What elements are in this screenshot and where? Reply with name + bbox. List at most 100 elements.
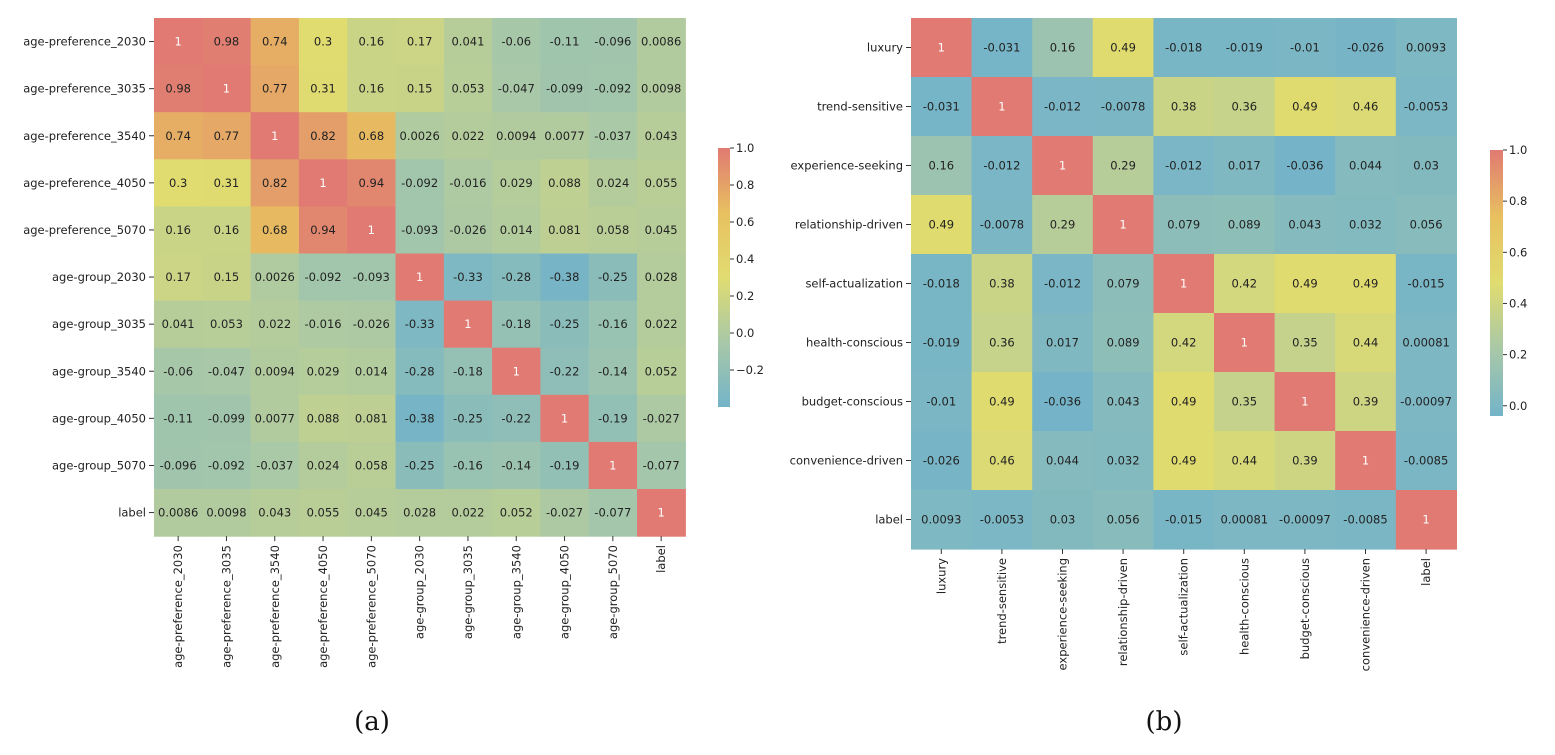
cell-value-label: 0.3 (314, 35, 332, 49)
heatmap-cell (395, 441, 445, 490)
cell-value-label: 0.39 (1292, 454, 1318, 468)
heatmap-cell (1092, 490, 1154, 550)
heatmap-cell (347, 206, 397, 255)
heatmap-cell (911, 77, 973, 137)
cell-value-label: -0.099 (208, 411, 245, 425)
colorbar (718, 148, 730, 407)
cell-value-label: -0.099 (546, 82, 583, 96)
heatmap-cell (1153, 313, 1215, 373)
cell-value-label: -0.027 (546, 506, 583, 520)
heatmap-cell (540, 206, 590, 255)
heatmap-cell (1395, 77, 1457, 137)
cell-value-label: 0.68 (359, 129, 385, 143)
heatmap-cell (202, 112, 252, 160)
colorbar-tick-label: 0.8 (736, 178, 754, 192)
y-tick-label: trend-sensitive (817, 100, 903, 114)
heatmap-cell (1395, 254, 1457, 314)
heatmap-cell (492, 253, 541, 302)
cell-value-label: 0.16 (359, 35, 385, 49)
heatmap-cell (1032, 77, 1094, 137)
cell-value-label: -0.031 (983, 41, 1020, 55)
heatmap-cell (298, 65, 348, 113)
cell-value-label: 0.77 (262, 82, 288, 96)
cell-value-label: 0.49 (1171, 454, 1197, 468)
heatmap-cell (1214, 490, 1276, 550)
x-tick-label: budget-conscious (1298, 558, 1312, 659)
heatmap-cell (540, 18, 590, 66)
heatmap-cell (971, 254, 1033, 314)
cell-value-label: -0.015 (1408, 277, 1445, 291)
cell-value-label: 0.079 (1167, 218, 1200, 232)
cell-value-label: 0.022 (451, 506, 484, 520)
x-tick-label: age-preference_5070 (364, 545, 378, 668)
heatmap-cell (347, 394, 397, 443)
heatmap-cell (588, 253, 638, 302)
heatmap-cell (250, 489, 300, 537)
cell-value-label: 0.041 (451, 35, 484, 49)
cell-value-label: -0.026 (353, 317, 390, 331)
colorbar-tick-label: 0.0 (736, 326, 754, 340)
heatmap-cell (1335, 431, 1397, 491)
cell-value-label: 0.49 (989, 395, 1015, 409)
heatmap-cell (1153, 490, 1215, 550)
heatmap-cell (250, 394, 300, 443)
heatmap-cell (1092, 254, 1154, 314)
cell-value-label: 0.022 (258, 317, 291, 331)
cell-value-label: 0.46 (989, 454, 1015, 468)
y-tick-label: age-group_5070 (52, 458, 146, 472)
cell-value-label: 0.74 (165, 129, 191, 143)
heatmap-cell (298, 300, 348, 349)
heatmap-cell (250, 300, 300, 349)
cell-value-label: 0.0077 (544, 129, 584, 143)
x-tick-label: trend-sensitive (995, 558, 1009, 644)
heatmap-cell (492, 65, 541, 113)
cell-value-label: -0.0085 (1404, 454, 1448, 468)
colorbar-tick-label: 0.6 (736, 215, 754, 229)
cell-value-label: 0.028 (645, 270, 678, 284)
cell-value-label: 1 (1059, 159, 1066, 173)
heatmap-cell (1214, 18, 1276, 78)
colorbar-tick-label: 0.4 (736, 252, 754, 266)
heatmap-cell (911, 372, 973, 432)
heatmap-cell (588, 206, 638, 255)
cell-value-label: 0.0026 (255, 270, 295, 284)
heatmap-panel-a: 1 0.98 0.74 0.3 0.16 0.17 0.041 -0.06 -0.11 -0.09… (23, 18, 764, 668)
heatmap-cell (1032, 431, 1094, 491)
heatmap-cell (492, 159, 541, 207)
heatmap-cell (1153, 372, 1215, 432)
heatmap-cell (443, 347, 493, 396)
cell-value-label: -0.047 (498, 82, 535, 96)
heatmap-cell (1274, 18, 1336, 78)
cell-value-label: -0.019 (1226, 41, 1263, 55)
x-tick-label: age-preference_3035 (219, 545, 233, 668)
heatmap-cell (1274, 77, 1336, 137)
cell-value-label: 1 (368, 223, 375, 237)
x-tick-label: luxury (934, 558, 948, 594)
cell-value-label: 0.022 (645, 317, 678, 331)
cell-value-label: 1 (319, 176, 326, 190)
cell-value-label: 0.058 (355, 458, 388, 472)
heatmap-cell (1395, 136, 1457, 196)
cell-value-label: 0.081 (355, 411, 388, 425)
cell-value-label: 1 (513, 364, 520, 378)
heatmap-cell (250, 441, 300, 490)
heatmap-cell (1092, 313, 1154, 373)
cell-value-label: 1 (657, 506, 664, 520)
cell-value-label: 0.42 (1171, 336, 1197, 350)
heatmap-cell (443, 65, 493, 113)
y-tick-label: experience-seeking (791, 159, 903, 173)
cell-value-label: -0.19 (550, 458, 580, 472)
heatmap-cell (347, 159, 397, 207)
cell-value-label: -0.012 (1165, 159, 1202, 173)
heatmap-cell (637, 18, 686, 66)
heatmap-cell (298, 489, 348, 537)
heatmap-cell (1032, 313, 1094, 373)
heatmap-cell (202, 394, 252, 443)
cell-value-label: -0.016 (449, 176, 486, 190)
heatmap-cell (971, 195, 1033, 255)
cell-value-label: -0.0085 (1343, 513, 1387, 527)
cell-value-label: 0.0098 (206, 506, 246, 520)
colorbar-tick-label: 0.4 (1509, 296, 1527, 310)
cell-value-label: -0.036 (1286, 159, 1323, 173)
